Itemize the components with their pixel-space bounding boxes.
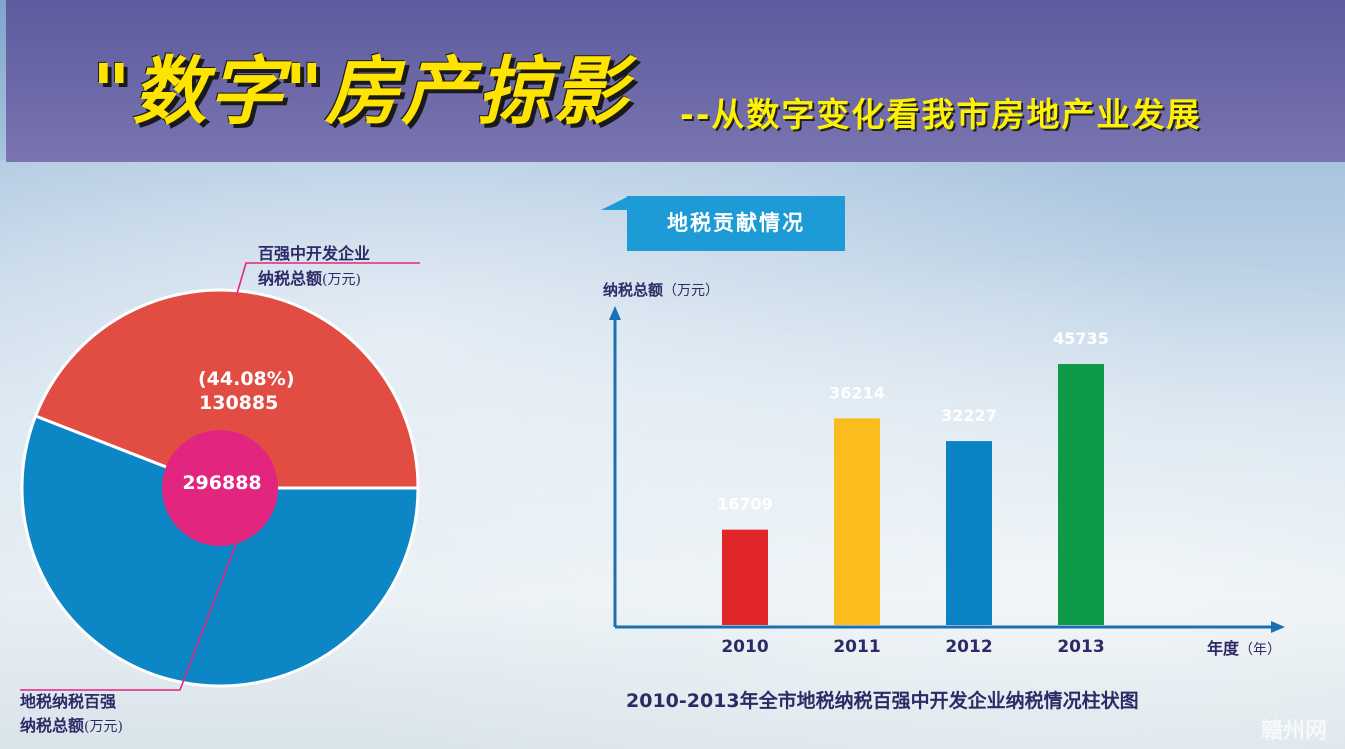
bar-2012 [946, 441, 992, 625]
x-tick-label-2013: 2013 [1057, 637, 1104, 657]
chart-caption: 2010-2013年全市地税纳税百强中开发企业纳税情况柱状图 [626, 690, 1139, 712]
x-axis-label-text: 年度 [1207, 639, 1240, 658]
bar-value-label-2013: 45735 [1053, 329, 1109, 348]
y-axis-label: 纳税总额（万元） [603, 279, 719, 300]
pie-center-value: 296888 [182, 472, 262, 494]
header-banner [6, 0, 1345, 162]
pie-top-label-line1: 百强中开发企业 [258, 244, 371, 263]
y-axis-label-unit: （万元） [663, 283, 720, 299]
pie-chart [20, 288, 420, 688]
page-subtitle: --从数字变化看我市房地产业发展 [680, 95, 1202, 134]
watermark: 赣州网 [1260, 719, 1327, 744]
bar-value-label-2010: 16709 [717, 495, 773, 514]
x-axis-arrow [1271, 621, 1285, 633]
bar-2010 [722, 529, 768, 625]
pie-slice-developers [33, 288, 420, 490]
bar-2013 [1058, 364, 1104, 625]
page-title: "数字"房产掠影 [92, 49, 630, 135]
pie-top-label-unit: (万元) [322, 272, 361, 288]
bar-2011 [834, 418, 880, 625]
x-tick-label-2010: 2010 [721, 637, 768, 657]
pie-bottom-label-unit: (万元) [84, 719, 123, 735]
pie-center-circle [162, 430, 278, 546]
pie-bottom-leader-line [20, 514, 248, 691]
y-axis-label-text: 纳税总额 [603, 281, 664, 299]
pie-slice-value: 130885 [199, 392, 279, 414]
pie-top-label-text: 纳税总额 [258, 269, 323, 288]
section-tab-title: 地税贡献情况 [667, 211, 805, 235]
x-tick-label-2012: 2012 [945, 637, 992, 657]
x-tick-label-2011: 2011 [833, 637, 880, 657]
pie-slice-percent: (44.08%) [198, 368, 295, 390]
section-tab [627, 196, 845, 251]
x-axis-label: 年度（年） [1207, 635, 1281, 659]
bar-value-label-2012: 32227 [941, 406, 997, 425]
pie-bottom-label-text: 纳税总额 [20, 716, 85, 735]
x-axis-label-unit: （年） [1239, 642, 1282, 658]
pie-bottom-label-line1: 地税纳税百强 [20, 692, 117, 711]
pie-top-label-line2: 纳税总额(万元) [258, 265, 361, 289]
bar-value-label-2011: 36214 [829, 383, 885, 402]
y-axis-arrow [609, 306, 621, 320]
bar-chart: 16709 2010 36214 2011 32227 2012 45735 2013 [609, 306, 1285, 657]
pie-bottom-label-line2: 纳税总额(万元) [20, 712, 123, 736]
pie-top-leader-line [235, 262, 420, 298]
